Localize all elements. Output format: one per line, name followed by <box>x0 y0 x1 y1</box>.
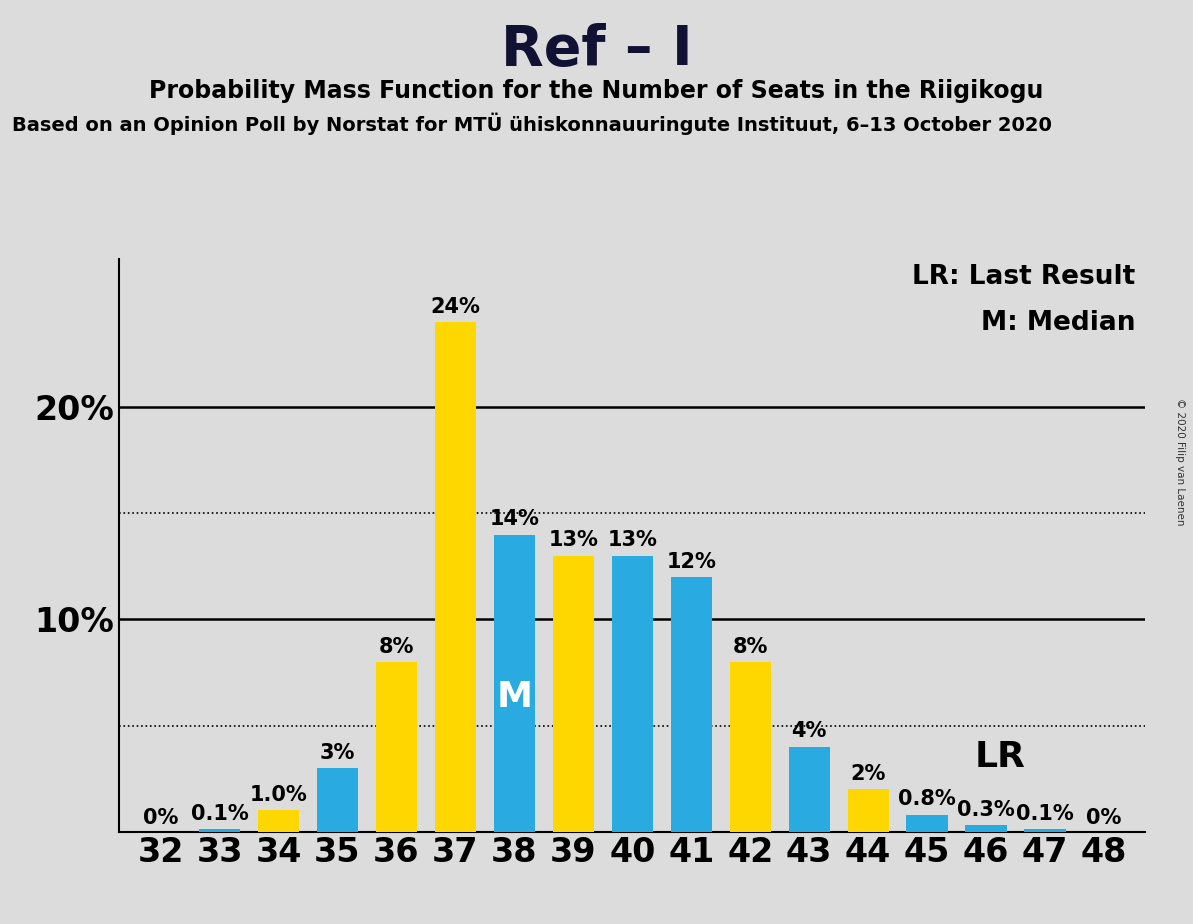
Text: 2%: 2% <box>851 764 886 784</box>
Text: Ref – I: Ref – I <box>501 23 692 77</box>
Bar <box>317 768 358 832</box>
Text: 8%: 8% <box>378 637 414 657</box>
Bar <box>552 555 594 832</box>
Bar <box>965 825 1007 832</box>
Text: 0.1%: 0.1% <box>191 804 248 824</box>
Bar <box>612 555 653 832</box>
Text: 13%: 13% <box>607 530 657 551</box>
Text: M: Median: M: Median <box>981 310 1135 336</box>
Text: © 2020 Filip van Laenen: © 2020 Filip van Laenen <box>1175 398 1185 526</box>
Bar <box>789 747 830 832</box>
Bar <box>199 830 240 832</box>
Bar <box>670 577 712 832</box>
Bar <box>730 662 771 832</box>
Bar <box>434 322 476 832</box>
Bar <box>1025 830 1065 832</box>
Text: 0.3%: 0.3% <box>957 800 1015 820</box>
Text: 0%: 0% <box>143 808 178 829</box>
Bar <box>494 535 534 832</box>
Bar <box>258 810 299 832</box>
Text: 1.0%: 1.0% <box>249 785 308 805</box>
Text: 12%: 12% <box>667 552 716 572</box>
Text: 0%: 0% <box>1087 808 1121 829</box>
Bar <box>376 662 418 832</box>
Text: 13%: 13% <box>549 530 598 551</box>
Text: 4%: 4% <box>791 722 827 741</box>
Text: 14%: 14% <box>489 509 539 529</box>
Text: Probability Mass Function for the Number of Seats in the Riigikogu: Probability Mass Function for the Number… <box>149 79 1044 103</box>
Text: 3%: 3% <box>320 743 356 762</box>
Text: 24%: 24% <box>431 298 481 317</box>
Text: LR: LR <box>975 740 1025 774</box>
Text: 0.1%: 0.1% <box>1016 804 1074 824</box>
Text: LR: Last Result: LR: Last Result <box>911 264 1135 290</box>
Text: 0.8%: 0.8% <box>898 789 956 809</box>
Bar <box>847 789 889 832</box>
Text: M: M <box>496 679 532 713</box>
Text: Based on an Opinion Poll by Norstat for MTÜ ühiskonnauuringute Instituut, 6–13 O: Based on an Opinion Poll by Norstat for … <box>12 113 1052 135</box>
Bar <box>907 815 947 832</box>
Text: 8%: 8% <box>733 637 768 657</box>
